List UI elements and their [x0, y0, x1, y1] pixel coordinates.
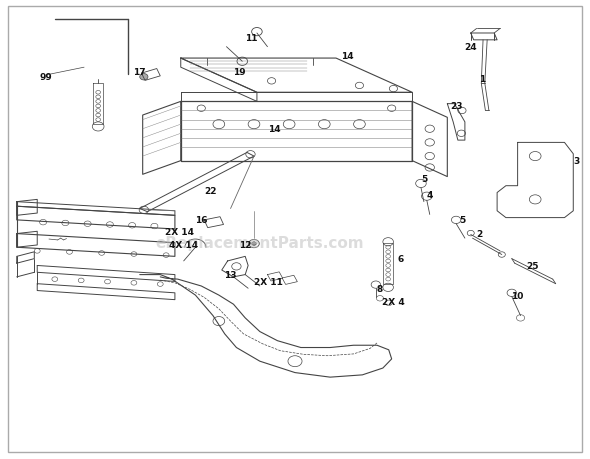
Text: 5: 5	[421, 175, 427, 184]
Text: 25: 25	[526, 261, 539, 270]
Text: 5: 5	[459, 216, 465, 225]
Text: 99: 99	[40, 73, 53, 82]
Text: 3: 3	[573, 157, 579, 166]
Text: 16: 16	[195, 216, 208, 225]
Text: 12: 12	[239, 241, 251, 250]
Text: 6: 6	[397, 255, 404, 263]
Text: 10: 10	[512, 291, 524, 300]
Circle shape	[252, 242, 256, 246]
Text: 2X 14: 2X 14	[165, 227, 194, 236]
Text: 2: 2	[476, 230, 483, 239]
Text: 17: 17	[133, 68, 146, 77]
Text: eReplacementParts.com: eReplacementParts.com	[156, 235, 364, 251]
Text: 13: 13	[224, 270, 237, 280]
Text: 14: 14	[342, 52, 354, 61]
Text: 11: 11	[245, 34, 257, 43]
Text: 2X 4: 2X 4	[382, 298, 405, 307]
Text: 4: 4	[427, 191, 433, 200]
Text: 23: 23	[450, 102, 463, 111]
Text: 1: 1	[479, 75, 486, 84]
Text: 22: 22	[204, 186, 217, 196]
Text: 19: 19	[233, 68, 245, 77]
Text: 2X 11: 2X 11	[254, 277, 283, 286]
Text: 4X 14: 4X 14	[169, 241, 198, 250]
Text: 14: 14	[268, 125, 281, 134]
Text: 8: 8	[377, 284, 383, 293]
Text: 24: 24	[464, 43, 477, 52]
Circle shape	[140, 74, 148, 81]
